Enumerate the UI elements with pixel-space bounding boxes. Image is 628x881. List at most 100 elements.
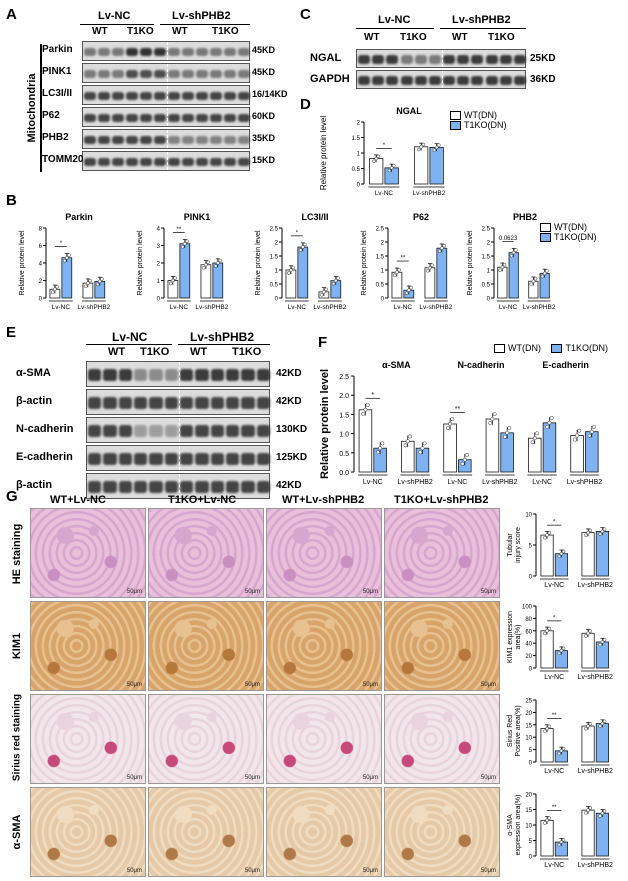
y-tick-label: 2.5 xyxy=(339,374,349,381)
data-point xyxy=(324,287,328,292)
data-point xyxy=(55,284,59,289)
legend-b-t1ko: T1KO(DN) xyxy=(540,232,597,243)
blot-band xyxy=(180,396,194,410)
data-point xyxy=(561,549,566,554)
blot-band xyxy=(103,452,117,466)
histology-image: 50μm xyxy=(266,787,382,877)
data-point xyxy=(417,147,421,152)
histology-image: 50μm xyxy=(266,694,382,784)
sig-label: * xyxy=(553,615,556,621)
blot-band xyxy=(238,157,250,167)
histology-image: 50μm xyxy=(30,694,146,784)
data-point xyxy=(419,145,423,149)
panel-e-letter: E xyxy=(6,324,17,341)
y-tick-label: 0 xyxy=(529,667,533,673)
blot-strip xyxy=(356,49,526,68)
blot-band xyxy=(112,135,124,145)
panel-a-blot xyxy=(82,40,250,172)
blot-band xyxy=(126,113,138,123)
scale-bar-label: 50μm xyxy=(244,682,260,688)
subchart-title: α-SMA xyxy=(382,360,411,370)
blot-divider xyxy=(442,50,443,67)
category-label: Lv-shPHB2 xyxy=(195,304,228,311)
blot-band xyxy=(112,91,124,101)
category-label: Lv-shPHB2 xyxy=(77,304,110,311)
panel-e-sub-1: WT xyxy=(108,346,126,358)
blot-divider xyxy=(179,474,180,498)
blot-strip xyxy=(82,129,250,149)
blot-band xyxy=(168,157,180,167)
bar xyxy=(443,423,457,473)
blot-band xyxy=(103,368,117,382)
bar xyxy=(595,530,609,577)
panel-a-sub-4: T1KO xyxy=(212,26,239,37)
subchart-title: N-cadherin xyxy=(457,360,504,370)
blot-band xyxy=(196,113,208,123)
blot-kd-label: 42KD xyxy=(276,480,302,491)
row-label-sirius: Sirius red staining xyxy=(11,693,23,782)
y-tick-label: 60 xyxy=(525,629,532,635)
blot-band xyxy=(182,69,194,79)
blot-row-label: β-actin xyxy=(16,479,53,491)
y-tick-label: 5 xyxy=(529,544,533,550)
histology-image: 50μm xyxy=(148,508,264,598)
data-point xyxy=(559,749,564,753)
panel-a-bracket xyxy=(40,44,42,172)
legend-d-t1ko: T1KO(DN) xyxy=(450,120,507,131)
blot-divider xyxy=(167,64,168,82)
histology-image: 50μm xyxy=(148,601,264,691)
data-point xyxy=(600,529,605,534)
chart-b-lc3: 0 0.5 1 1.5 2 2.5 Relative protein level LC3I/I… xyxy=(255,212,347,311)
blot-row-label: P62 xyxy=(42,110,60,121)
blot-band xyxy=(443,76,456,85)
data-point xyxy=(65,256,69,260)
blot-band xyxy=(154,47,166,57)
panel-c-labels: NGAL 25KD GAPDH 36KD xyxy=(310,48,562,90)
data-point xyxy=(602,809,607,813)
category-label: Lv-NC xyxy=(52,304,71,311)
blot-band xyxy=(513,76,526,85)
panel-f-letter: F xyxy=(318,334,328,351)
data-point xyxy=(530,440,535,445)
blot-band xyxy=(182,47,194,57)
sig-label: * xyxy=(296,230,299,236)
blot-band xyxy=(126,157,138,167)
data-point xyxy=(547,724,552,729)
histology-image: 50μm xyxy=(30,508,146,598)
histology-image: 50μm xyxy=(148,787,264,877)
data-point xyxy=(600,721,605,726)
blot-band xyxy=(154,69,166,79)
panel-a-side-label: Mitochondria xyxy=(26,73,38,143)
blot-band xyxy=(98,157,110,167)
blot-band xyxy=(226,396,240,410)
category-label: Lv-NC xyxy=(544,674,564,681)
y-tick-label: 20 xyxy=(525,793,532,799)
y-tick-label: 4 xyxy=(39,262,43,268)
data-point xyxy=(365,403,370,407)
blot-strip xyxy=(82,107,250,127)
category-label: Lv-shPHB2 xyxy=(397,479,433,486)
scale-bar-label: 50μm xyxy=(362,589,378,595)
data-point xyxy=(213,264,218,268)
data-point xyxy=(586,631,590,636)
legend-b-wt-label: WT(DN) xyxy=(554,222,587,232)
blot-band xyxy=(485,55,498,64)
blot-band xyxy=(256,480,270,494)
data-point xyxy=(409,285,413,290)
data-point xyxy=(561,746,566,751)
panel-e-sub-4: T1KO xyxy=(232,346,262,358)
category-label: Lv-NC xyxy=(499,304,518,311)
data-point xyxy=(425,269,430,273)
blot-divider xyxy=(167,152,168,170)
y-tick-label: 0.5 xyxy=(376,283,385,289)
data-point xyxy=(88,278,92,283)
category-label: Lv-NC xyxy=(288,304,307,311)
data-point xyxy=(600,640,605,644)
chart-g-asma: 0 5 10 15 20α-SMAexpression area(%) Lv-NC Lv-s… xyxy=(507,793,613,870)
category-label: Lv-shPHB2 xyxy=(523,304,556,311)
category-label: Lv-NC xyxy=(170,304,189,311)
data-point xyxy=(531,279,536,283)
panel-g-row-labels: HE staining KIM1 Sirius red staining α-S… xyxy=(6,510,28,876)
blot-divider xyxy=(179,446,180,470)
blot-band xyxy=(149,480,163,494)
